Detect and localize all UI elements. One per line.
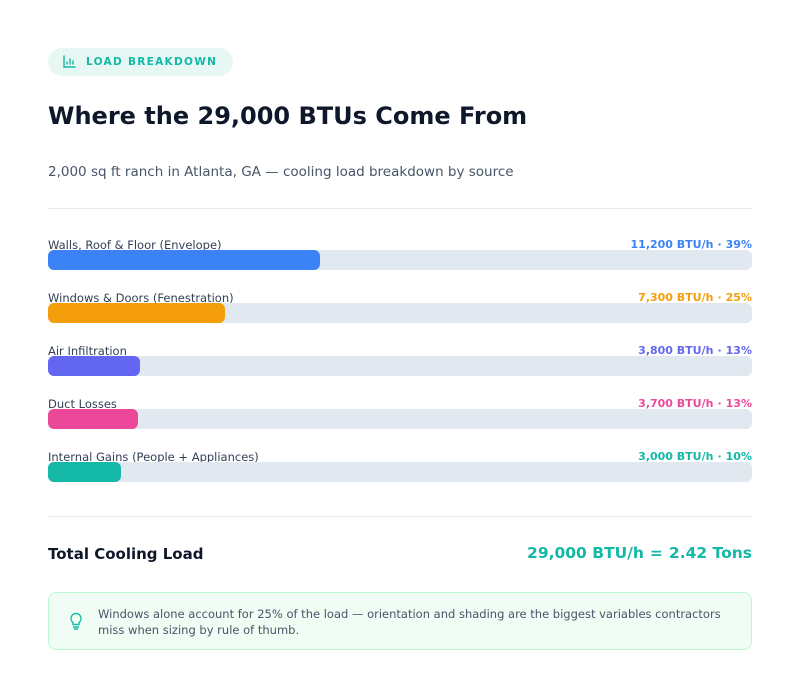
separator: · (717, 344, 722, 357)
bar (48, 462, 121, 482)
bar-track (48, 356, 752, 376)
row-value: 3,700 BTU/h · 13% (638, 397, 752, 410)
separator: · (717, 238, 722, 251)
row-btu: 3,800 BTU/h (638, 344, 714, 357)
row-btu: 7,300 BTU/h (638, 291, 714, 304)
row-btu: 11,200 BTU/h (630, 238, 714, 251)
row-btu: 3,700 BTU/h (638, 397, 714, 410)
bar (48, 303, 226, 323)
tip-icon (70, 612, 82, 630)
row-share: 25% (725, 291, 752, 304)
bar (48, 356, 141, 376)
row-label: Walls, Roof & Floor (Envelope) (48, 238, 222, 252)
badge-text: LOAD BREAKDOWN (86, 56, 218, 68)
breakdown-row: Walls, Roof & Floor (Envelope) 11,200 BTU… (48, 238, 752, 282)
bar (48, 250, 320, 270)
tip-text: Windows alone account for 25% of the loa… (98, 607, 721, 637)
badge: LOAD BREAKDOWN (48, 48, 234, 76)
row-label: Air Infiltration (48, 344, 127, 358)
row-share: 13% (725, 397, 752, 410)
row-share: 10% (725, 450, 752, 463)
breakdown-row: Windows & Doors (Fenestration) 7,300 BTU/… (48, 291, 752, 335)
bar-track (48, 462, 752, 482)
badge-icon (63, 55, 76, 68)
total-value: 29,000 BTU/h = 2.42 Tons (527, 544, 752, 562)
total-label: Total Cooling Load (48, 545, 204, 563)
row-btu: 3,000 BTU/h (638, 450, 714, 463)
row-label: Windows & Doors (Fenestration) (48, 291, 234, 305)
breakdown-row: Internal Gains (People + Appliances) 3,00… (48, 450, 752, 494)
row-value: 7,300 BTU/h · 25% (638, 291, 752, 304)
bar-track (48, 409, 752, 429)
breakdown-row: Air Infiltration 3,800 BTU/h · 13% (48, 344, 752, 388)
row-value: 3,800 BTU/h · 13% (638, 344, 752, 357)
title: Where the 29,000 BTUs Come From (48, 102, 528, 130)
equals: = (649, 544, 663, 562)
row-value: 11,200 BTU/h · 39% (631, 238, 752, 251)
bar-track (48, 250, 752, 270)
row-share: 39% (725, 238, 752, 251)
divider (48, 516, 752, 517)
separator: · (717, 450, 722, 463)
subtitle: 2,000 sq ft ranch in Atlanta, GA — cooli… (48, 164, 514, 180)
separator: · (717, 291, 722, 304)
breakdown-row: Duct Losses 3,700 BTU/h · 13% (48, 397, 752, 441)
bar-track (48, 303, 752, 323)
bar (48, 409, 138, 429)
row-label: Duct Losses (48, 397, 117, 411)
tip: Windows alone account for 25% of the loa… (48, 592, 752, 650)
row-share: 13% (725, 344, 752, 357)
row-value: 3,000 BTU/h · 10% (638, 450, 752, 463)
divider (48, 208, 752, 209)
row-label: Internal Gains (People + Appliances) (48, 450, 259, 464)
total-btu: 29,000 BTU/h (527, 544, 644, 562)
total-tons: 2.42 Tons (668, 544, 752, 562)
separator: · (717, 397, 722, 410)
